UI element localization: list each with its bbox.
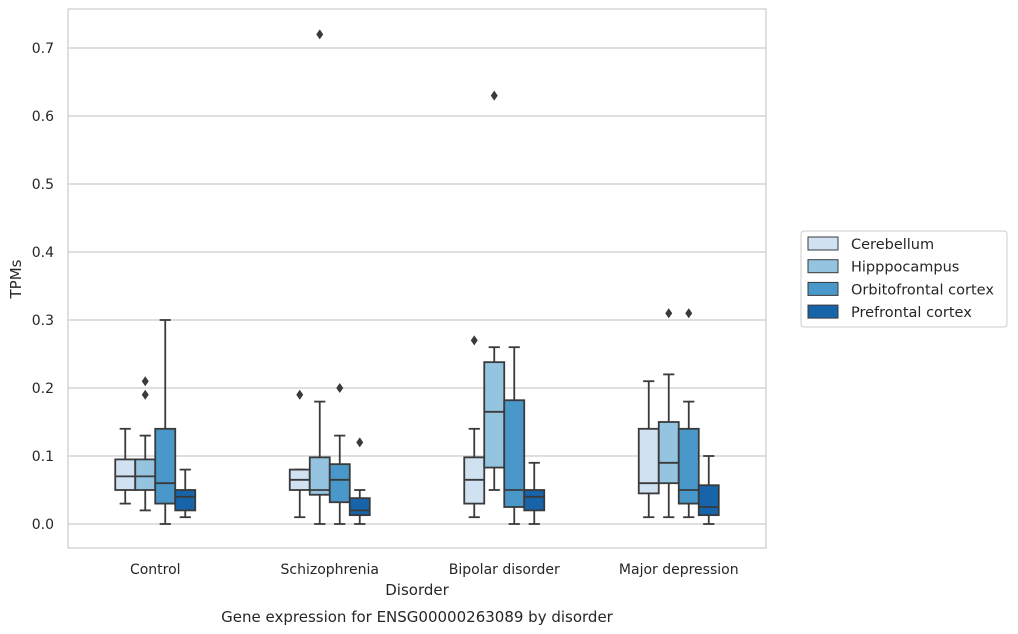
outlier-point [296, 389, 304, 400]
x-axis-ticks: Control Schizophrenia Bipolar disorder Majo… [130, 562, 739, 578]
outlier-point [490, 90, 498, 101]
legend-item: Hipppocampus [807, 259, 959, 276]
box-orbitofrontal-cortex [677, 308, 700, 519]
outlier-point [141, 389, 149, 400]
box-iqr [114, 458, 137, 491]
box-prefrontal-cortex [174, 468, 197, 519]
outlier-point [665, 308, 673, 319]
box-prefrontal-cortex [523, 461, 546, 525]
box-iqr [328, 463, 351, 504]
legend: Cerebellum Hipppocampus Orbitofrontal cort… [800, 230, 1008, 328]
x-tick-label: Major depression [619, 562, 739, 578]
legend-frame [800, 230, 1008, 328]
y-tick-label: 0.4 [32, 245, 54, 261]
x-axis-label: Disorder [385, 581, 449, 599]
legend-swatch [807, 259, 839, 274]
x-tick-label: Control [130, 562, 181, 578]
legend-swatch [807, 281, 839, 296]
outlier-point [356, 437, 364, 448]
y-axis-label: TPMs [7, 259, 25, 299]
legend-item: Prefrontal cortex [807, 304, 972, 321]
box-hipppocampus [657, 308, 680, 519]
y-tick-label: 0.3 [32, 313, 54, 329]
box-iqr [348, 497, 371, 517]
y-tick-label: 0.1 [32, 449, 54, 465]
y-axis-ticks: 0.0 0.1 0.2 0.3 0.4 0.5 0.6 0.7 [32, 41, 54, 533]
box-cerebellum [637, 380, 660, 519]
box-iqr [134, 458, 157, 491]
box-cerebellum [463, 335, 486, 519]
box-iqr [523, 489, 546, 512]
y-tick-label: 0.5 [32, 177, 54, 193]
outlier-point [470, 335, 478, 346]
box-iqr [677, 427, 700, 505]
box-cerebellum [288, 389, 311, 519]
box-orbitofrontal-cortex [154, 319, 177, 525]
box-hipppocampus [308, 29, 331, 525]
legend-label: Hipppocampus [851, 260, 959, 276]
box-prefrontal-cortex [697, 455, 720, 525]
y-tick-label: 0.7 [32, 41, 54, 57]
chart-caption: Gene expression for ENSG00000263089 by d… [221, 608, 614, 626]
box-iqr [174, 489, 197, 512]
legend-swatch [807, 236, 839, 251]
x-tick-label: Schizophrenia [281, 562, 379, 578]
box-iqr [657, 421, 680, 485]
legend-label: Orbitofrontal cortex [851, 282, 994, 298]
legend-item: Orbitofrontal cortex [807, 281, 994, 298]
legend-label: Cerebellum [851, 237, 934, 253]
y-tick-label: 0.2 [32, 381, 54, 397]
outlier-point [141, 376, 149, 387]
legend-swatch [807, 304, 839, 319]
x-tick-label: Bipolar disorder [449, 562, 560, 578]
outlier-point [336, 383, 344, 393]
box-prefrontal-cortex [348, 437, 371, 525]
legend-label: Prefrontal cortex [851, 305, 972, 321]
outlier-point [685, 308, 693, 319]
outlier-point [316, 29, 324, 40]
box-iqr [154, 427, 177, 505]
box-hipppocampus [134, 376, 157, 512]
plot-frame [67, 8, 767, 549]
box-orbitofrontal-cortex [328, 383, 351, 525]
legend-item: Cerebellum [807, 236, 934, 253]
box-hipppocampus [483, 90, 506, 491]
y-tick-label: 0.0 [32, 517, 54, 533]
box-cerebellum [114, 427, 137, 505]
plot-area [114, 29, 720, 525]
box-iqr [503, 399, 526, 508]
box-iqr [483, 361, 506, 469]
grid-lines [68, 47, 766, 525]
box-orbitofrontal-cortex [503, 346, 526, 525]
box-iqr [697, 484, 720, 517]
y-tick-label: 0.6 [32, 109, 54, 125]
